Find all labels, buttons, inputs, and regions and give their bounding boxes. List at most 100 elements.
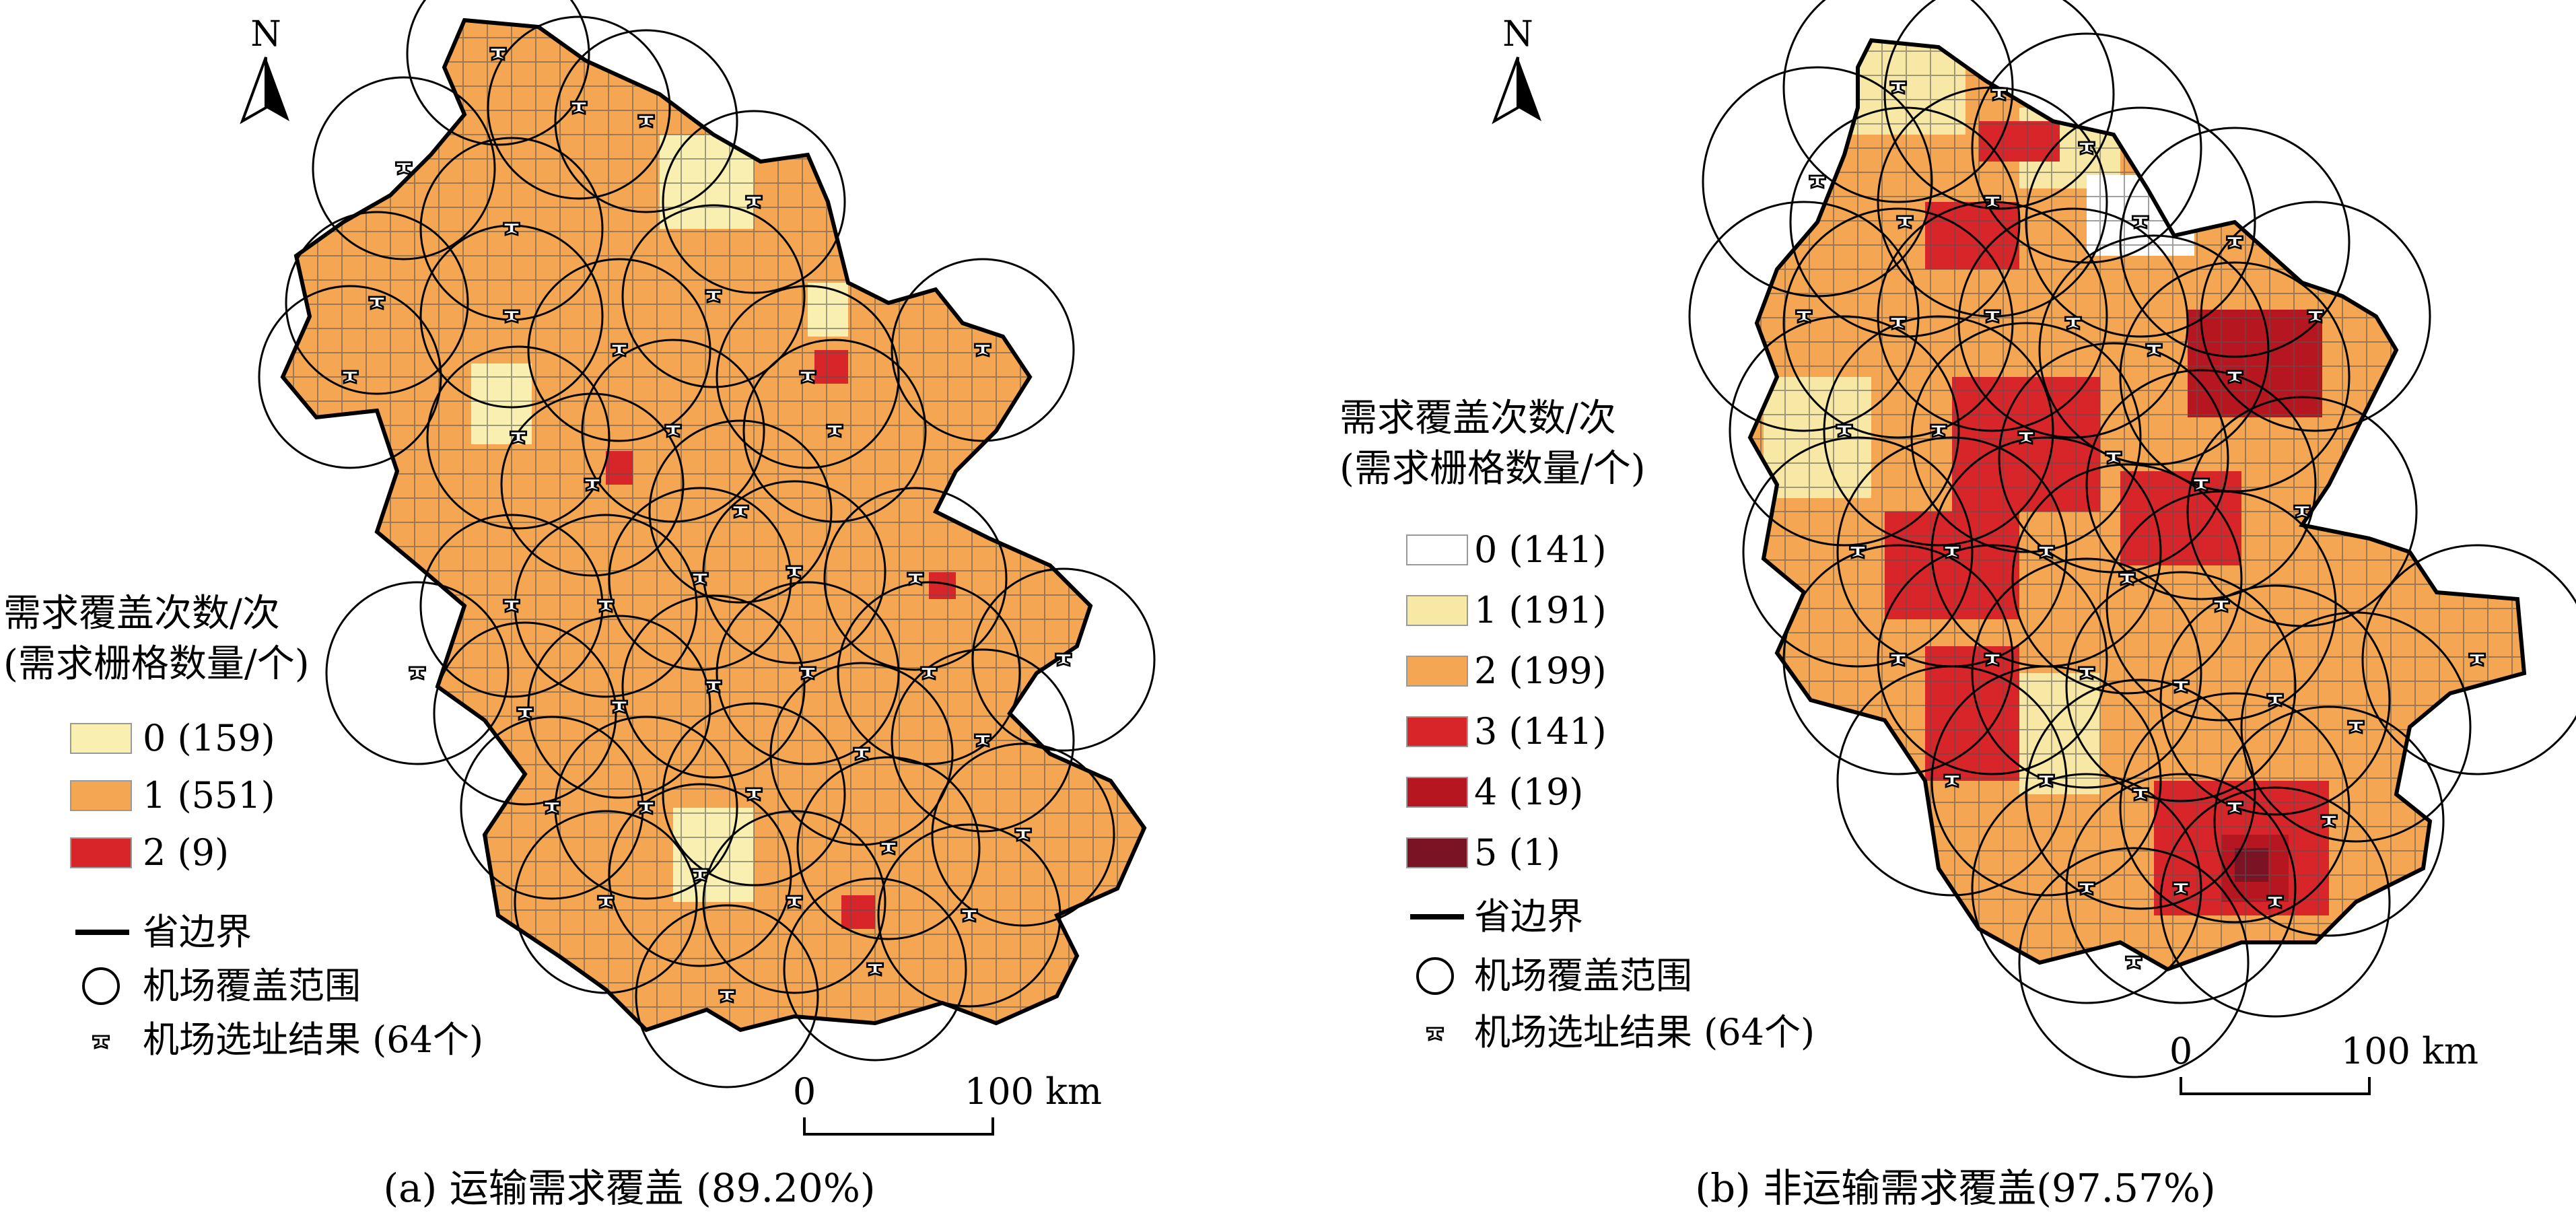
panel-a: N bbox=[3, 0, 1156, 1211]
legend-class-label-b-3: 3 (141) bbox=[1474, 710, 1607, 753]
legend-class-label-b-1: 1 (191) bbox=[1474, 589, 1607, 631]
legend-class-label-a-2: 2 (9) bbox=[143, 831, 229, 874]
legend-coverage-label-b: 机场覆盖范围 bbox=[1474, 954, 1692, 997]
coverage-circle-a-34 bbox=[662, 702, 846, 887]
coverage-circle-b-7 bbox=[2119, 127, 2351, 358]
coverage-circle-b-33 bbox=[1836, 665, 2068, 897]
coverage-circle-a-6 bbox=[285, 211, 469, 395]
panel-b: N bbox=[1339, 0, 2576, 1211]
coverage-circle-a-25 bbox=[433, 621, 617, 806]
coverage-circle-a-27 bbox=[621, 594, 806, 779]
coverage-circle-b-40 bbox=[2159, 786, 2391, 1018]
coverage-circle-a-35 bbox=[931, 742, 1115, 927]
coverage-circle-b-24 bbox=[2011, 463, 2243, 695]
scale-bar-b: 0 100 km bbox=[2169, 1030, 2478, 1095]
coverage-circle-b-2 bbox=[1971, 32, 2202, 264]
coverage-circle-a-37 bbox=[608, 783, 792, 967]
legend-class-label-b-4: 4 (19) bbox=[1474, 771, 1583, 813]
north-label: N bbox=[1502, 14, 1533, 55]
map-b bbox=[1688, 0, 2576, 1078]
legend-class-label-b-0: 0 (141) bbox=[1474, 528, 1607, 571]
legend-subtitle-a: (需求栅格数量/个) bbox=[3, 642, 310, 686]
legend-swatch-b-2 bbox=[1406, 656, 1468, 687]
plane-icon bbox=[1426, 1027, 1444, 1041]
coverage-circle-b-32 bbox=[2240, 611, 2472, 843]
coverage-circle-b-41 bbox=[2018, 847, 2250, 1078]
legend-coverage-label-a: 机场覆盖范围 bbox=[143, 965, 361, 1007]
coverage-circle-b-30 bbox=[2065, 571, 2297, 802]
coverage-circle-a-24 bbox=[325, 581, 510, 765]
coverage-circle-b-12 bbox=[1957, 207, 2189, 439]
coverage-circle-a-18 bbox=[419, 514, 604, 698]
legend-swatch-b-1 bbox=[1406, 595, 1468, 626]
legend-swatch-a-0 bbox=[70, 723, 132, 754]
coverage-circle-a-11 bbox=[716, 285, 900, 469]
coverage-circle-a-17 bbox=[648, 419, 833, 604]
coverage-circle-a-41 bbox=[635, 904, 819, 1088]
legend-class-label-a-1: 1 (551) bbox=[143, 774, 275, 817]
coverage-circle-b-35 bbox=[2025, 679, 2256, 910]
coverage-circle-a-2 bbox=[554, 29, 738, 213]
legend-airport-label-b: 机场选址结果 (64个) bbox=[1474, 1011, 1815, 1053]
coverage-circle-a-36 bbox=[514, 810, 698, 994]
legend-airport-label-a: 机场选址结果 (64个) bbox=[143, 1018, 483, 1061]
coverage-circle-b-15 bbox=[1729, 315, 1960, 547]
coverage-circle-b-27 bbox=[1782, 544, 2014, 775]
legend-class-label-b-5: 5 (1) bbox=[1474, 831, 1560, 874]
coverage-circle-a-20 bbox=[608, 487, 792, 671]
coverage-circle-b-8 bbox=[2200, 201, 2431, 432]
coverage-circle-b-39 bbox=[2065, 773, 2297, 1004]
legend-a: 需求覆盖次数/次 (需求栅格数量/个) 0 (159)1 (551)2 (9) … bbox=[3, 592, 483, 1061]
coverage-circle-b-36 bbox=[2119, 692, 2351, 924]
scale-bar-a: 0 100 km bbox=[793, 1070, 1102, 1136]
north-arrow-a: N bbox=[240, 14, 289, 125]
coverage-circle-a-33 bbox=[554, 716, 738, 900]
coverage-circle-a-29 bbox=[837, 581, 1021, 765]
coverage-circle-a-40 bbox=[877, 823, 1061, 1008]
coverage-circle-a-12 bbox=[891, 258, 1075, 442]
coverage-circle-a-22 bbox=[823, 487, 1008, 671]
coverage-circle-b-19 bbox=[2085, 369, 2317, 600]
scale-end-a: 100 km bbox=[965, 1070, 1102, 1113]
plane-icon bbox=[92, 1035, 110, 1049]
legend-swatch-b-4 bbox=[1406, 777, 1468, 808]
coverage-circle-b-13 bbox=[2038, 234, 2270, 466]
legend-class-label-a-0: 0 (159) bbox=[143, 717, 275, 759]
coverage-circle-b-28 bbox=[1877, 544, 2108, 775]
coverage-circle-a-0 bbox=[406, 0, 590, 146]
coverage-circle-b-37 bbox=[2213, 705, 2445, 937]
coverage-circle-b-26 bbox=[2361, 544, 2576, 775]
coverage-circle-b-34 bbox=[1930, 665, 2162, 897]
coverage-circle-b-31 bbox=[2159, 584, 2391, 816]
caption-a: (a) 运输需求覆盖 (89.20%) bbox=[383, 1165, 875, 1211]
coverage-circle-a-5 bbox=[662, 110, 846, 294]
coverage-circle-b-6 bbox=[2025, 106, 2256, 338]
caption-b: (b) 非运输需求覆盖(97.57%) bbox=[1695, 1165, 2215, 1211]
coverage-circle-a-31 bbox=[891, 648, 1075, 833]
coverage-circle-a-1 bbox=[487, 15, 671, 200]
legend-swatch-b-5 bbox=[1406, 837, 1468, 868]
coverage-circle-a-42 bbox=[783, 877, 967, 1062]
coverage-circle-b-21 bbox=[1742, 436, 1974, 668]
coverage-circle-b-38 bbox=[1971, 773, 2202, 1004]
coverage-circle-b-29 bbox=[1971, 557, 2202, 789]
coverage-circle-a-39 bbox=[796, 756, 981, 940]
coverage-circle-a-32 bbox=[460, 716, 644, 900]
coverage-circle-a-16 bbox=[581, 339, 765, 523]
map-a bbox=[258, 0, 1156, 1088]
legend-title-a: 需求覆盖次数/次 bbox=[3, 592, 280, 635]
legend-b: 需求覆盖次数/次 (需求栅格数量/个) 0 (141) 1 (191) 2 (199… bbox=[1339, 396, 1815, 1053]
coverage-circle-a-23 bbox=[971, 567, 1156, 752]
coverage-circle-a-19 bbox=[514, 514, 698, 698]
legend-boundary-label-b: 省边界 bbox=[1474, 895, 1583, 938]
coverage-circle-b-25 bbox=[2105, 490, 2337, 722]
coverage-circle-a-15 bbox=[500, 392, 685, 577]
coverage-circle-b-18 bbox=[1998, 342, 2229, 574]
legend-swatch-a-1 bbox=[70, 780, 132, 811]
legend-swatch-a-2 bbox=[70, 837, 132, 868]
legend-swatch-b-0 bbox=[1406, 534, 1468, 565]
north-arrow-b: N bbox=[1492, 14, 1541, 125]
coverage-circle-a-28 bbox=[716, 581, 900, 765]
coverage-circle-a-38 bbox=[702, 810, 886, 994]
